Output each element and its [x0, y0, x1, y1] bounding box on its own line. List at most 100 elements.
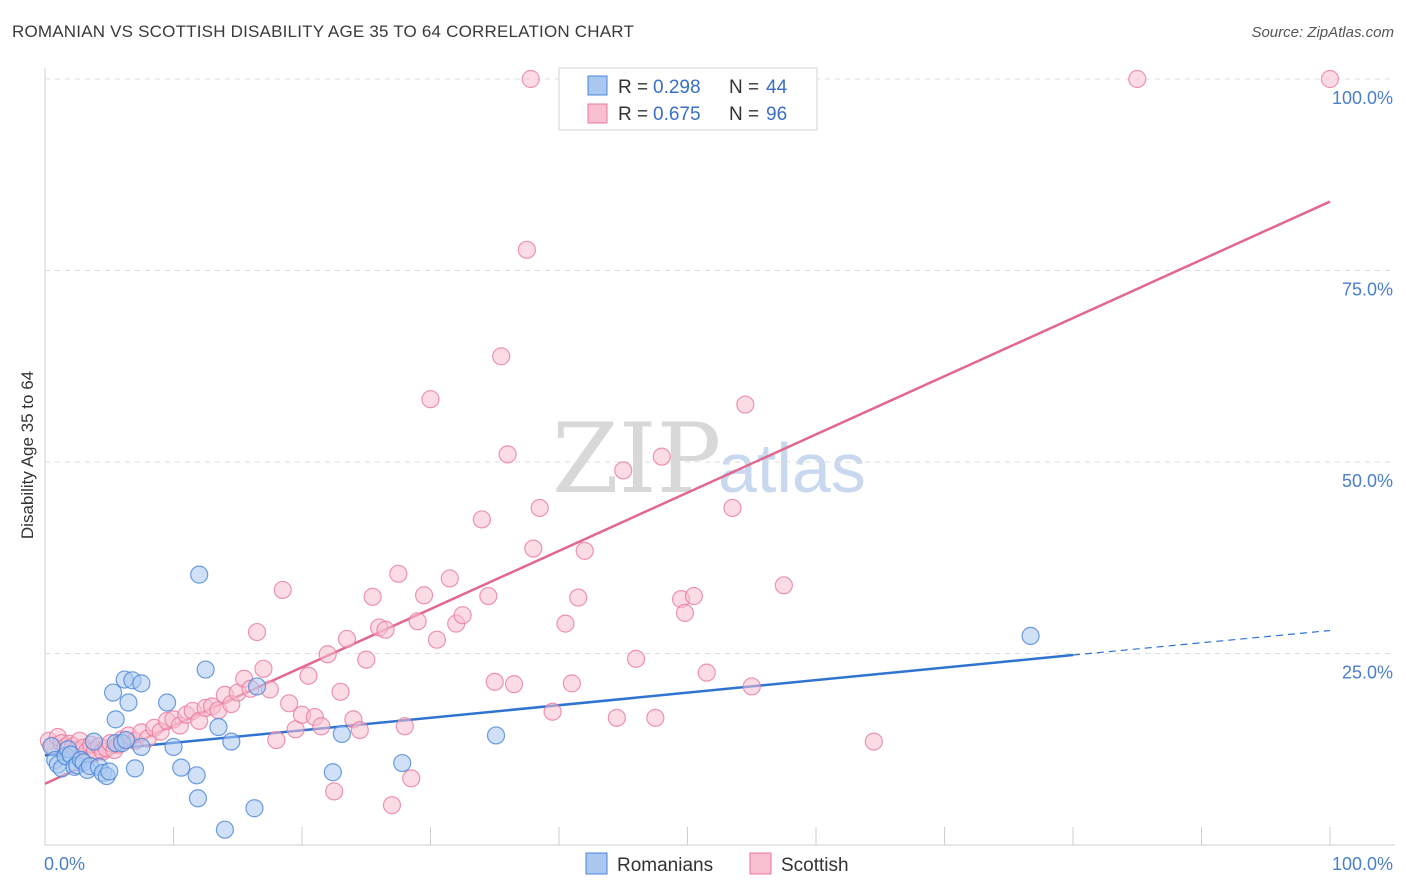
scottish-point-50	[312, 717, 331, 736]
scottish-point-62	[389, 564, 408, 583]
scottish-point-93	[697, 663, 716, 682]
romanians-point-30	[164, 737, 183, 757]
romanians-point-36	[209, 717, 228, 737]
scottish-point-41	[254, 659, 273, 678]
scottish-point-44	[273, 580, 292, 600]
romanians-point-44	[486, 726, 506, 745]
y-tick-label-75: 75.0%	[1342, 280, 1393, 300]
y-tick-label-50: 50.0%	[1342, 471, 1393, 491]
romanians-point-27	[132, 674, 151, 693]
scottish-point-103	[1320, 69, 1340, 89]
scottish-point-66	[414, 586, 434, 605]
axes	[44, 68, 1395, 846]
scottish-point-58	[363, 587, 382, 606]
scottish-point-85	[607, 708, 626, 727]
bottom-legend-scottish-label: Scottish	[781, 855, 849, 876]
romanians-point-41	[323, 763, 342, 782]
scottish-point-87	[626, 649, 646, 668]
bottom-legend-romanians-swatch	[585, 852, 608, 875]
scottish-point-78	[524, 539, 543, 558]
romanians-point-26	[125, 759, 145, 778]
grid-lines	[45, 78, 1395, 654]
romanians-point-28	[132, 737, 151, 757]
scottish-point-63	[395, 717, 414, 736]
scottish-point-99	[517, 240, 536, 259]
legend-romanians-n-value: 44	[766, 77, 788, 98]
scottish-point-102	[1128, 69, 1147, 89]
scottish-point-40	[247, 622, 267, 642]
romanians-point-19	[104, 683, 123, 702]
bottom-legend-romanians-label: Romanians	[617, 855, 713, 876]
scottish-point-72	[472, 510, 491, 529]
scottish-point-71	[453, 606, 472, 625]
x-tick-label-100: 100.0%	[1332, 854, 1393, 874]
watermark-zip: ZIP	[552, 403, 721, 515]
scottish-point-91	[675, 603, 695, 623]
y-tick-label-100: 100.0%	[1332, 88, 1393, 108]
romanians-trend-extension	[1072, 629, 1331, 656]
legend-romanians-swatch	[587, 75, 608, 96]
scottish-point-67	[421, 390, 440, 409]
romanians-point-35	[196, 660, 215, 679]
scottish-point-81	[556, 614, 575, 633]
scottish-point-82	[562, 674, 581, 693]
legend-romanians-n-label: N =	[729, 77, 759, 98]
scottish-point-51	[318, 645, 337, 664]
scottish-point-61	[382, 796, 402, 815]
romanians-point-39	[245, 799, 264, 818]
romanians-point-43	[393, 753, 412, 773]
scottish-point-76	[498, 445, 517, 464]
scottish-point-77	[504, 675, 524, 694]
scottish-point-84	[575, 541, 594, 560]
romanians-point-13	[84, 732, 103, 751]
legend-romanians-r-value: 0.298	[653, 77, 701, 98]
romanians-point-38	[222, 732, 241, 751]
legend-scottish-r-label: R =	[618, 104, 648, 125]
scottish-point-54	[337, 629, 357, 649]
scottish-point-65	[408, 612, 427, 631]
scottish-point-89	[652, 447, 671, 466]
romanians-point-17	[100, 762, 119, 781]
scottish-point-57	[357, 650, 376, 669]
scottish-point-100	[521, 69, 540, 89]
romanians-point-32	[187, 766, 206, 785]
scottish-point-83	[569, 588, 588, 607]
romanians-trend-line	[44, 653, 1074, 757]
scottish-point-94	[723, 498, 742, 518]
scottish-point-88	[646, 708, 665, 727]
romanians-point-34	[190, 565, 209, 584]
scottish-point-96	[742, 677, 761, 696]
scottish-point-53	[331, 682, 350, 701]
axis-tick-labels: 25.0% 50.0% 75.0% 100.0% 0.0% 100.0%	[44, 88, 1393, 874]
chart-title: ROMANIAN VS SCOTTISH DISABILITY AGE 35 T…	[12, 22, 635, 41]
scottish-point-56	[350, 720, 369, 740]
romanians-point-45	[1021, 626, 1040, 645]
y-tick-label-25: 25.0%	[1342, 663, 1393, 683]
scottish-point-74	[485, 672, 504, 691]
x-tick-label-0: 0.0%	[44, 854, 85, 874]
legend-romanians-r-label: R =	[618, 77, 648, 98]
scottish-point-97	[774, 576, 793, 595]
scottish-point-64	[402, 769, 421, 788]
scottish-point-43	[267, 730, 286, 750]
scottish-point-86	[614, 461, 633, 480]
y-axis-label: Disability Age 35 to 64	[18, 371, 37, 539]
stats-legend: R = 0.298 N = 44 R = 0.675 N = 96	[558, 67, 818, 131]
scottish-point-45	[280, 694, 299, 713]
scottish-point-75	[492, 347, 511, 366]
scottish-point-80	[543, 702, 562, 721]
legend-scottish-swatch	[587, 103, 608, 124]
bottom-legend-scottish-swatch	[749, 852, 772, 875]
scottish-point-60	[376, 620, 395, 639]
scottish-point-73	[479, 586, 498, 606]
romanians-point-37	[215, 820, 234, 839]
romanians-point-22	[116, 730, 136, 750]
romanians-point-33	[188, 789, 208, 808]
chart-source: Source: ZipAtlas.com	[1251, 24, 1394, 41]
romanians-point-42	[332, 724, 351, 744]
legend-scottish-n-label: N =	[729, 104, 759, 125]
romanians-point-20	[106, 710, 125, 729]
data-points	[39, 69, 1340, 839]
legend-scottish-r-value: 0.675	[653, 104, 701, 125]
